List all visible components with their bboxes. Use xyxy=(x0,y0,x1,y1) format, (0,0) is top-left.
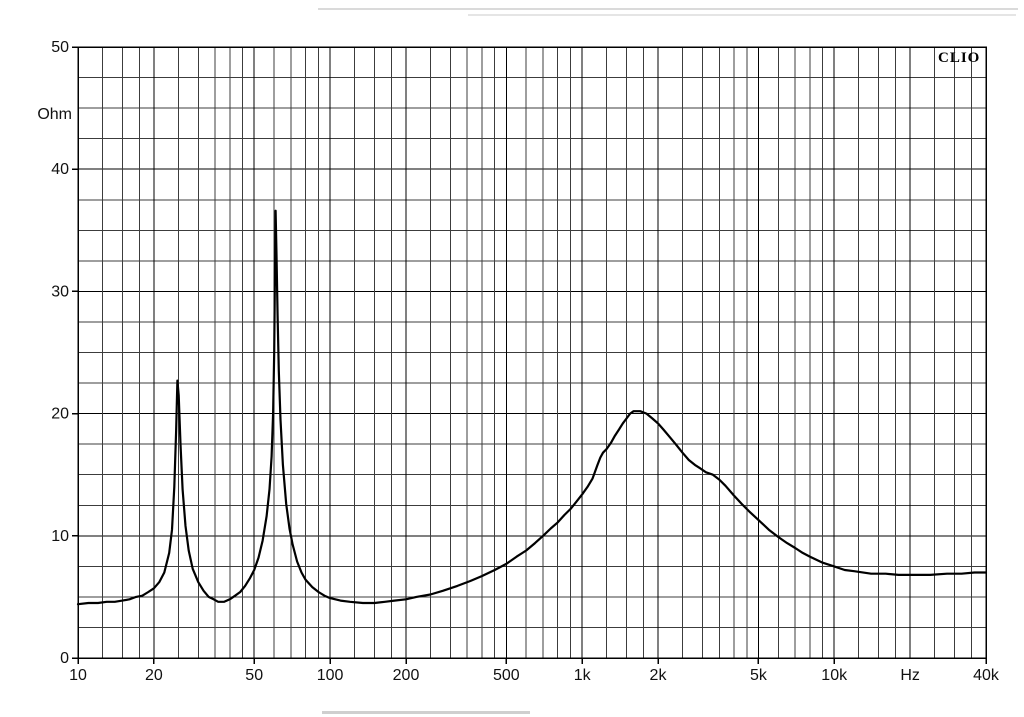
ghost-artifact-top-2 xyxy=(468,14,1016,16)
svg-text:50: 50 xyxy=(51,39,69,56)
clio-logo: CLIO xyxy=(938,50,981,66)
x-axis-unit: Hz xyxy=(900,667,920,684)
ghost-artifact-bottom xyxy=(322,711,530,714)
svg-text:30: 30 xyxy=(51,283,69,300)
svg-text:5k: 5k xyxy=(750,667,768,684)
svg-text:20: 20 xyxy=(145,667,163,684)
svg-text:100: 100 xyxy=(317,667,344,684)
svg-text:2k: 2k xyxy=(650,667,668,684)
svg-text:10k: 10k xyxy=(821,667,848,684)
axis-labels: 10 20 50 100 200 500 1k 2k 5k 10k 40kHz01020304050… xyxy=(37,39,1000,684)
ghost-artifact-top-1 xyxy=(318,8,1018,10)
svg-text:20: 20 xyxy=(51,406,69,423)
grid xyxy=(72,46,987,664)
svg-text:200: 200 xyxy=(393,667,420,684)
svg-text:50: 50 xyxy=(245,667,263,684)
svg-text:40k: 40k xyxy=(973,667,1000,684)
svg-text:10: 10 xyxy=(51,528,69,545)
svg-text:10: 10 xyxy=(69,667,87,684)
y-axis-unit: Ohm xyxy=(37,106,72,123)
svg-text:500: 500 xyxy=(493,667,520,684)
svg-text:40: 40 xyxy=(51,161,69,178)
impedance-curve xyxy=(76,209,988,606)
svg-text:0: 0 xyxy=(60,650,69,667)
svg-text:1k: 1k xyxy=(574,667,592,684)
